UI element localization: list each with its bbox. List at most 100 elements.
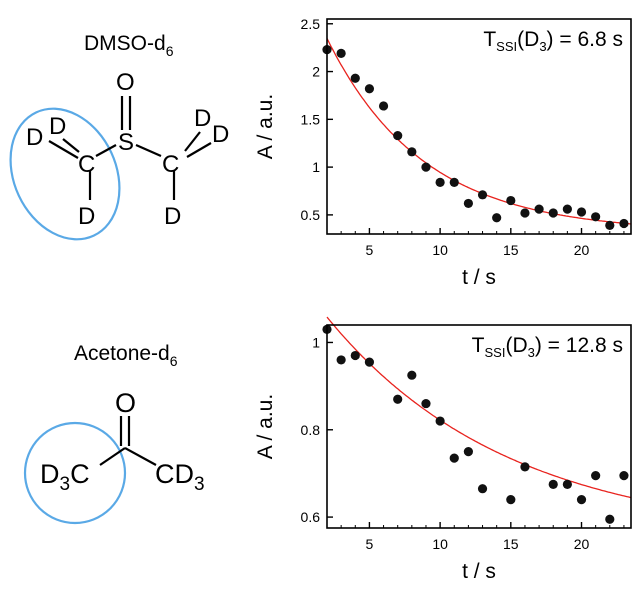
data-point xyxy=(520,208,530,218)
annotation-rest: (D xyxy=(517,28,539,51)
data-point xyxy=(463,447,473,457)
data-point xyxy=(407,370,417,380)
left-group-sub: 3 xyxy=(60,474,71,495)
data-point xyxy=(407,147,417,157)
data-point xyxy=(435,177,445,187)
data-point xyxy=(364,357,375,367)
axes: 5 10 15 20 0.6 0.8 1 xyxy=(301,324,632,552)
data-point xyxy=(421,162,431,172)
data-point xyxy=(520,462,530,472)
data-point xyxy=(619,471,629,481)
data-point xyxy=(506,195,516,206)
y-tick-label: 2.5 xyxy=(301,16,321,32)
atom-d: D xyxy=(49,113,66,140)
annotation-sub2: 3 xyxy=(539,39,546,54)
data-point xyxy=(534,204,544,214)
acetone-bonds xyxy=(99,416,157,466)
x-tick-label: 15 xyxy=(503,536,519,552)
x-tick-label: 15 xyxy=(503,242,519,258)
dmso-name: DMSO-d6 xyxy=(84,32,174,59)
data-point xyxy=(477,190,488,200)
x-tick-label: 10 xyxy=(432,242,448,258)
data-point xyxy=(350,73,360,83)
dmso-bonds xyxy=(48,96,212,200)
data-point xyxy=(449,177,459,187)
atom-d: D xyxy=(194,105,211,132)
data-point xyxy=(364,84,375,94)
chart-annotation: TSSI(D3) = 12.8 s xyxy=(472,334,623,360)
data-point xyxy=(548,479,558,489)
data-point xyxy=(336,355,346,365)
annotation-main: T xyxy=(472,334,485,357)
right-group-sub: 3 xyxy=(194,474,205,495)
y-tick-label: 1.5 xyxy=(301,111,321,127)
data-point xyxy=(591,212,601,222)
data-point xyxy=(336,48,346,59)
x-tick-label: 5 xyxy=(366,536,374,552)
chart-annotation: TSSI(D3) = 6.8 s xyxy=(483,28,623,54)
annotation-rest: (D xyxy=(505,334,527,357)
acetone-name: Acetone-d6 xyxy=(74,342,178,369)
x-tick-label: 10 xyxy=(432,536,448,552)
annotation-sub2: 3 xyxy=(528,345,535,360)
data-point xyxy=(548,208,558,218)
decay-chart-dmso: 5 10 15 20 0.5 1 1.5 2 2.5 TSSI(D3) = 6.8 s t / … xyxy=(254,16,632,289)
annotation-main: T xyxy=(483,28,496,51)
acetone-right-group: CD3 xyxy=(155,459,205,495)
data-point xyxy=(506,495,516,505)
left-group-d: D xyxy=(40,459,60,489)
acetone-atoms: O D3C CD3 xyxy=(40,388,205,495)
data-point xyxy=(619,218,629,229)
data-point xyxy=(435,416,445,426)
data-marks xyxy=(322,316,632,524)
data-point xyxy=(562,204,572,214)
y-tick-label: 0.8 xyxy=(301,422,321,438)
data-point xyxy=(350,350,360,361)
data-point xyxy=(605,514,615,524)
data-point xyxy=(449,453,459,463)
acetone-methyl-highlight xyxy=(23,421,127,525)
atom-s: S xyxy=(118,129,134,156)
acetone-d6-structure: Acetone-d6 O D3C CD3 xyxy=(23,342,205,525)
dmso-atoms: O S C C D D D D D D xyxy=(26,69,229,230)
atom-d: D xyxy=(212,121,229,148)
acetone-left-group: D3C xyxy=(40,459,90,495)
atom-c-left: C xyxy=(78,151,95,178)
x-tick-label: 5 xyxy=(366,242,374,258)
data-point xyxy=(477,484,488,494)
y-axis-label: A / a.u. xyxy=(254,94,277,159)
axes-frame xyxy=(326,324,632,529)
data-point xyxy=(421,398,431,409)
annotation-end: ) = 6.8 s xyxy=(547,28,623,51)
dmso-d6-structure: DMSO-d6 O S C C D D D D D D xyxy=(9,32,229,241)
x-tick-label: 20 xyxy=(574,242,590,258)
decay-chart-acetone: 5 10 15 20 0.6 0.8 1 TSSI(D3) = 12.8 s t / s A… xyxy=(254,316,632,583)
data-point xyxy=(393,394,403,404)
acetone-name-main: Acetone-d xyxy=(74,342,170,365)
atom-d: D xyxy=(164,203,181,230)
axes: 5 10 15 20 0.5 1 1.5 2 2.5 xyxy=(301,16,632,258)
data-point xyxy=(591,471,601,481)
x-axis-label: t / s xyxy=(462,266,496,289)
annotation-sub: SSI xyxy=(484,345,505,360)
data-point xyxy=(378,101,389,111)
right-group-cd: CD xyxy=(155,459,194,489)
left-group-c: C xyxy=(70,459,90,489)
data-point xyxy=(576,495,587,505)
data-marks xyxy=(322,38,632,230)
acetone-name-sub: 6 xyxy=(170,353,178,369)
dmso-methyl-highlight xyxy=(9,107,121,241)
dmso-name-main: DMSO-d xyxy=(84,32,166,55)
data-point xyxy=(463,198,473,209)
data-point xyxy=(605,220,615,230)
annotation-sub: SSI xyxy=(496,39,517,54)
atom-o: O xyxy=(116,69,135,96)
x-axis-label: t / s xyxy=(462,560,496,583)
atom-d: D xyxy=(78,203,95,230)
y-tick-label: 0.5 xyxy=(301,207,321,223)
atom-c-right: C xyxy=(162,151,179,178)
fit-curve xyxy=(326,316,632,499)
y-tick-label: 1 xyxy=(312,334,320,350)
data-point xyxy=(562,479,572,489)
data-point xyxy=(576,207,587,217)
